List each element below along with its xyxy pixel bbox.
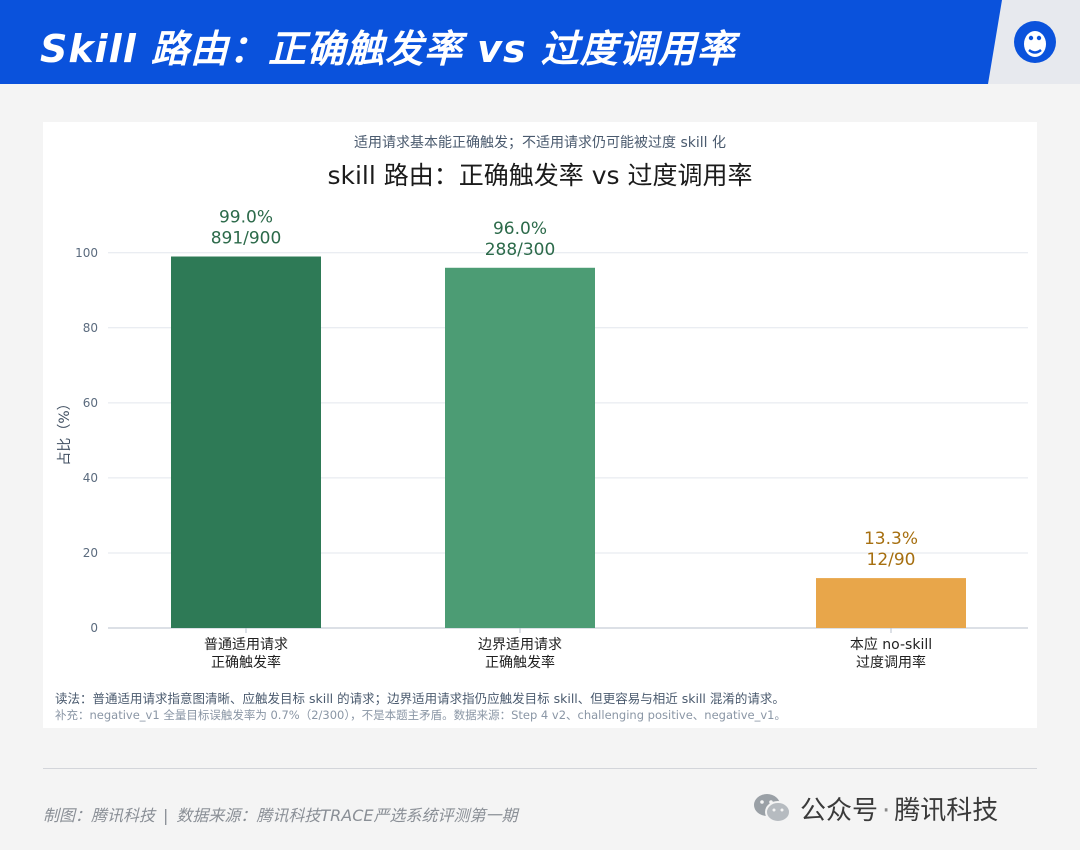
- wechat-account: 腾讯科技: [894, 795, 999, 826]
- y-tick-label: 20: [83, 546, 98, 560]
- wechat-dot: ·: [882, 795, 891, 826]
- bar-count-label: 891/900: [211, 229, 282, 249]
- footer-credits: 制图：腾讯科技 | 数据来源：腾讯科技TRACE严选系统评测第一期: [43, 802, 518, 826]
- bar-percent-label: 96.0%: [493, 219, 547, 239]
- y-axis-label: 占比（%）: [57, 396, 73, 465]
- y-tick-label: 60: [83, 396, 98, 410]
- wechat-watermark: 公众号 · 腾讯科技: [752, 788, 998, 828]
- footer-credit: 制图：腾讯科技: [43, 806, 156, 825]
- chart-card: 适用请求基本能正确触发；不适用请求仍可能被过度 skill 化 skill 路由…: [43, 122, 1037, 728]
- bar-count-label: 12/90: [867, 550, 916, 570]
- wechat-label: 公众号: [800, 795, 879, 826]
- x-category-label: 正确触发率: [485, 654, 555, 671]
- y-tick-label: 40: [83, 471, 98, 485]
- x-category-label: 普通适用请求: [204, 637, 288, 653]
- y-tick-label: 0: [90, 621, 98, 635]
- reading-note: 读法：普通适用请求指意图清晰、应触发目标 skill 的请求；边界适用请求指仍应…: [55, 691, 785, 706]
- supplement-note: 补充：negative_v1 全量目标误触发率为 0.7%（2/300），不是本…: [55, 708, 786, 722]
- tencent-penguin-logo-icon: [1012, 19, 1058, 65]
- header-banner: Skill 路由：正确触发率 vs 过度调用率: [0, 0, 1080, 84]
- x-category-label: 边界适用请求: [478, 637, 562, 653]
- header-title: Skill 路由：正确触发率 vs 过度调用率: [40, 27, 736, 71]
- y-tick-label: 100: [75, 246, 98, 260]
- x-category-label: 本应 no-skill: [850, 636, 932, 653]
- bar-percent-label: 99.0%: [219, 208, 273, 228]
- bar: [816, 578, 966, 628]
- wechat-icon: [754, 794, 791, 823]
- bar-percent-label: 13.3%: [864, 529, 918, 549]
- footer-source: 数据来源：腾讯科技TRACE严选系统评测第一期: [176, 806, 518, 825]
- wechat-account-text: 公众号 · 腾讯科技: [800, 790, 998, 827]
- bar: [171, 256, 321, 628]
- footer-divider: [43, 768, 1037, 769]
- y-tick-label: 80: [83, 321, 98, 335]
- footer-separator: |: [163, 806, 169, 825]
- x-category-label: 正确触发率: [211, 654, 281, 671]
- chart-subtitle: 适用请求基本能正确触发；不适用请求仍可能被过度 skill 化: [354, 135, 726, 151]
- x-category-label: 过度调用率: [856, 654, 926, 671]
- bar-chart: 020406080100占比（%）99.0%891/900普通适用请求正确触发率…: [57, 208, 1028, 671]
- bar-count-label: 288/300: [485, 240, 556, 260]
- chart-title: skill 路由：正确触发率 vs 过度调用率: [327, 161, 753, 190]
- bar: [445, 267, 595, 628]
